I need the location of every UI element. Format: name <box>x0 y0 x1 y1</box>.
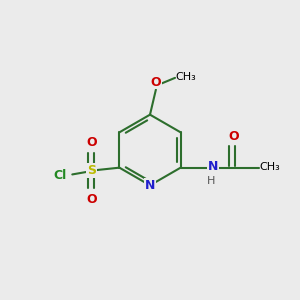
Text: O: O <box>151 76 161 89</box>
Text: CH₃: CH₃ <box>260 162 280 172</box>
Text: O: O <box>86 136 97 148</box>
Text: CH₃: CH₃ <box>176 72 197 82</box>
Text: H: H <box>207 176 215 186</box>
Text: O: O <box>228 130 239 142</box>
Text: O: O <box>86 193 97 206</box>
Text: Cl: Cl <box>53 169 66 182</box>
Text: N: N <box>145 179 155 192</box>
Text: N: N <box>208 160 218 173</box>
Text: S: S <box>87 164 96 177</box>
